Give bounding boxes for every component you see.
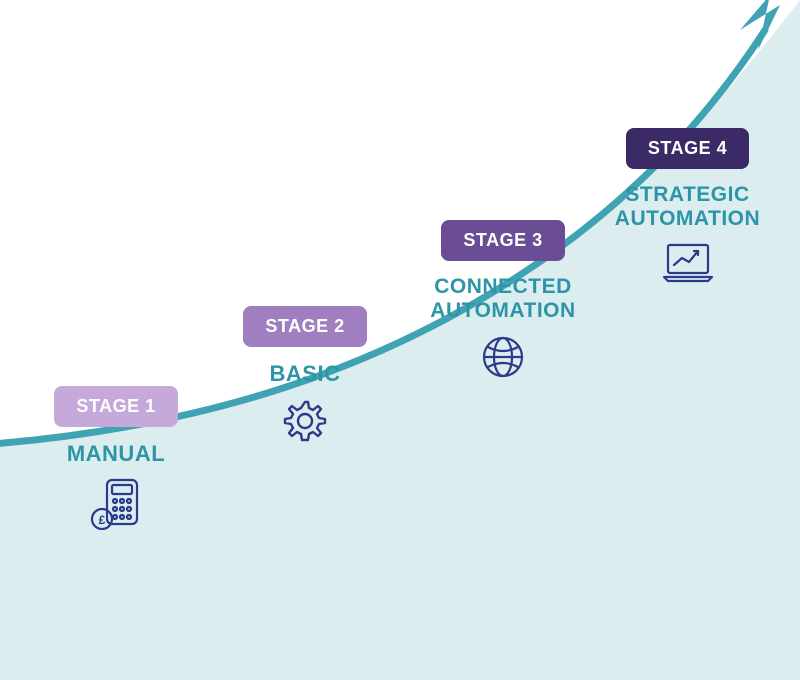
- stage-3-badge: STAGE 3: [441, 220, 564, 261]
- maturity-curve-diagram: STAGE 1 MANUAL £ STAGE 2 BASIC: [0, 0, 800, 680]
- stage-1: STAGE 1 MANUAL £: [16, 386, 216, 532]
- curve-fill: [0, 0, 800, 680]
- calculator-coin-icon: £: [16, 476, 216, 532]
- stage-1-label: MANUAL: [16, 441, 216, 466]
- stage-4-label: STRATEGICAUTOMATION: [590, 183, 785, 231]
- stage-4-badge-text: STAGE 4: [648, 138, 727, 158]
- stage-3: STAGE 3 CONNECTEDAUTOMATION: [408, 220, 598, 381]
- stage-2-badge-text: STAGE 2: [265, 316, 344, 336]
- laptop-chart-icon: [590, 241, 785, 285]
- svg-text:£: £: [99, 513, 106, 527]
- gear-icon: [210, 396, 400, 446]
- stage-3-label: CONNECTEDAUTOMATION: [408, 275, 598, 323]
- growth-curve: [0, 0, 800, 680]
- stage-2: STAGE 2 BASIC: [210, 306, 400, 446]
- stage-2-badge: STAGE 2: [243, 306, 366, 347]
- stage-1-badge-text: STAGE 1: [76, 396, 155, 416]
- stage-4-badge: STAGE 4: [626, 128, 749, 169]
- globe-icon: [408, 333, 598, 381]
- stage-4: STAGE 4 STRATEGICAUTOMATION: [590, 128, 785, 285]
- stage-1-badge: STAGE 1: [54, 386, 177, 427]
- stage-3-badge-text: STAGE 3: [463, 230, 542, 250]
- stage-2-label: BASIC: [210, 361, 400, 386]
